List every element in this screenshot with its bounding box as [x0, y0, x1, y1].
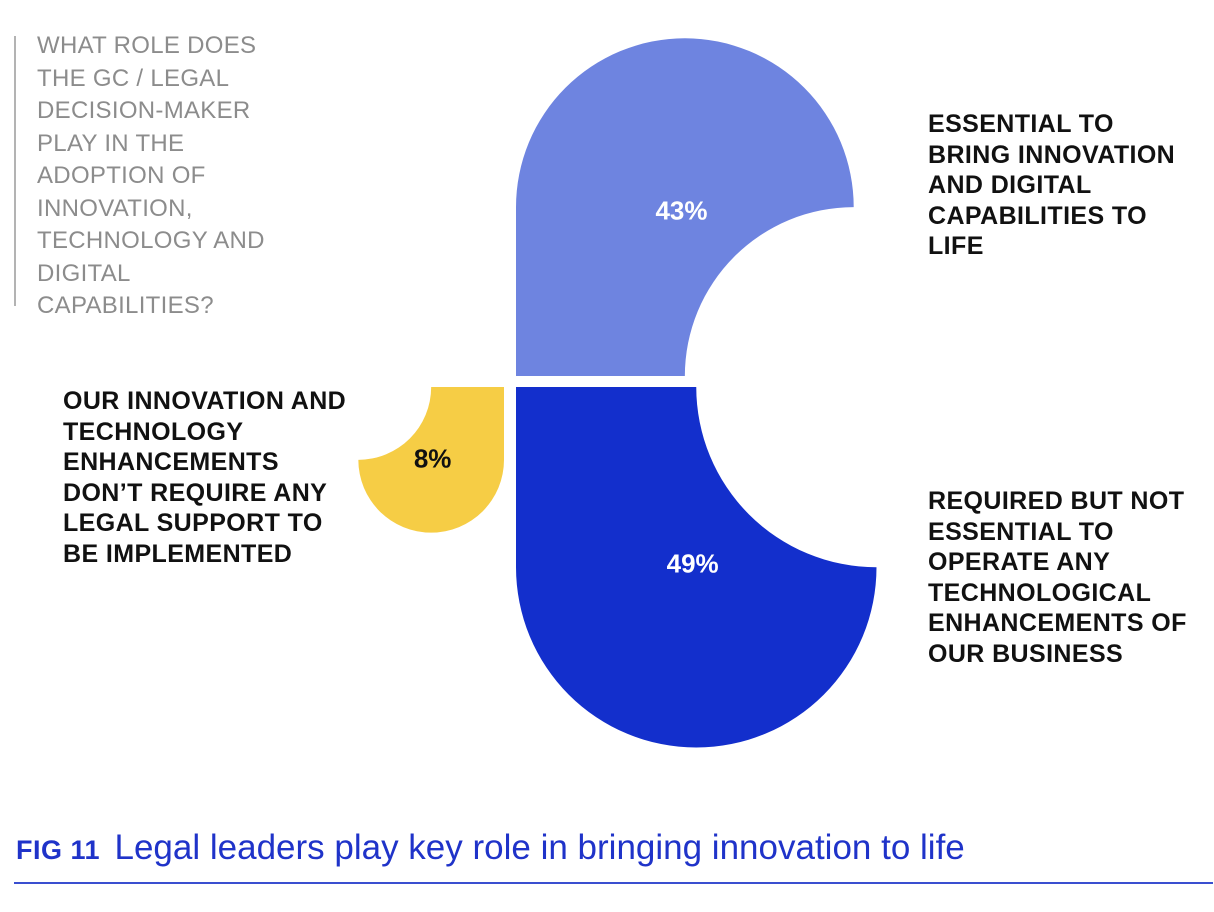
slice-label-required: REQUIRED BUT NOT ESSENTIAL TO OPERATE AN… — [928, 487, 1187, 668]
caption-underline — [14, 882, 1213, 884]
survey-question: WHAT ROLE DOES THE GC / LEGAL DECISION-M… — [37, 32, 265, 319]
value-label-required: 49% — [667, 549, 719, 579]
value-label-not-required: 8% — [414, 443, 452, 473]
figure-caption: FIG 11 Legal leaders play key role in br… — [16, 828, 965, 868]
petal-not-required — [358, 387, 504, 533]
figure-number: FIG 11 — [16, 835, 101, 865]
value-label-essential: 43% — [655, 196, 707, 226]
petal-essential — [516, 38, 854, 376]
petal-required — [516, 387, 877, 748]
figure-title: Legal leaders play key role in bringing … — [114, 828, 965, 867]
question-divider — [14, 36, 16, 306]
slice-label-not-required: OUR INNOVATION AND TECHNOLOGY ENHANCEMEN… — [63, 387, 347, 568]
slice-label-essential: ESSENTIAL TO BRING INNOVATION AND DIGITA… — [928, 110, 1176, 260]
